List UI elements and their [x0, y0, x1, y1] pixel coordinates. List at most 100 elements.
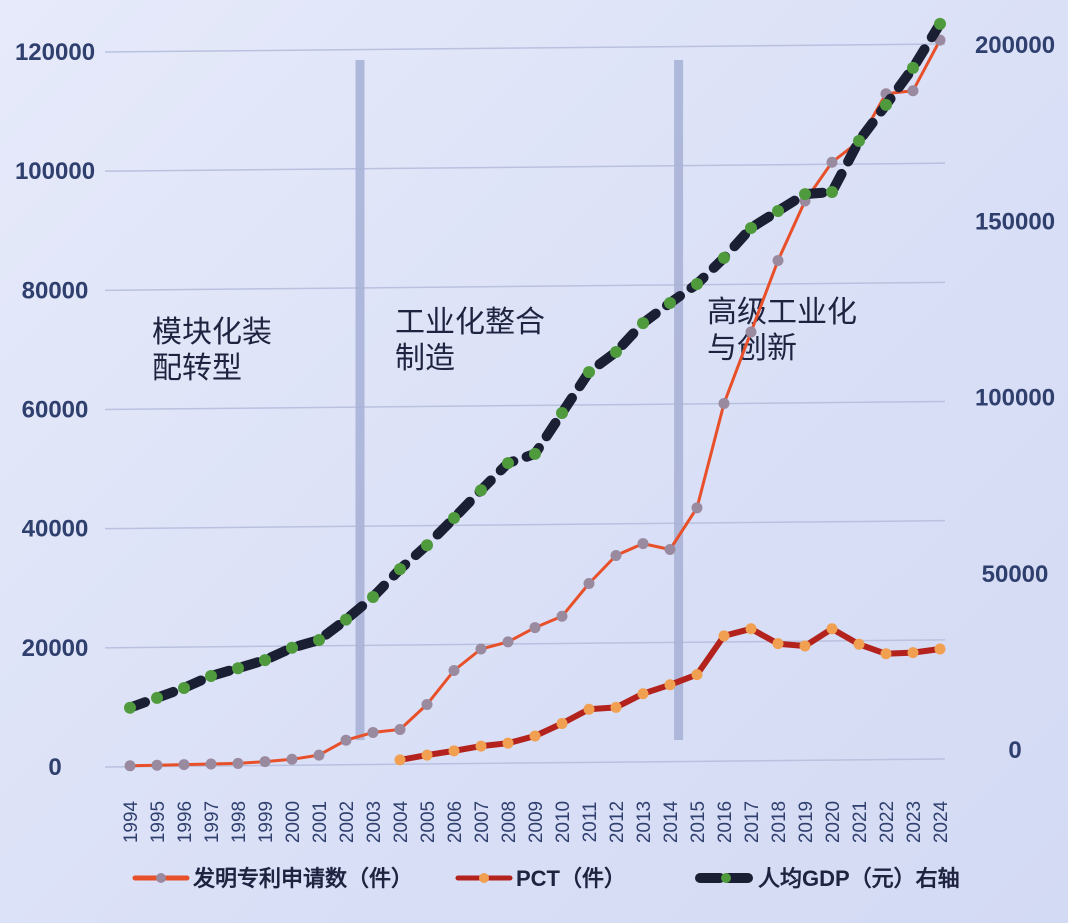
x-tick-label: 2001	[310, 801, 331, 843]
data-point	[853, 134, 865, 147]
x-tick-label: 1994	[121, 800, 142, 843]
data-point	[934, 17, 946, 30]
x-tick-label: 2024	[931, 800, 952, 843]
data-point	[529, 447, 541, 460]
legend-marker	[156, 873, 166, 883]
right-tick-label: 200000	[975, 32, 1055, 59]
x-tick-label: 2003	[364, 801, 385, 843]
legend-label: 发明专利申请数（件）	[192, 866, 413, 891]
phase-annotation: 配转型	[152, 352, 242, 385]
legend-item: PCT（件）	[455, 866, 626, 891]
data-point	[556, 610, 568, 622]
data-point	[772, 638, 784, 650]
left-tick-label: 60000	[22, 397, 89, 424]
data-point	[259, 654, 271, 667]
data-point	[367, 726, 379, 738]
data-point	[718, 398, 730, 410]
data-point	[907, 61, 919, 74]
x-tick-label: 2002	[337, 801, 358, 843]
data-point	[340, 613, 352, 626]
data-point	[151, 759, 163, 771]
data-point	[826, 185, 838, 198]
x-tick-label: 2015	[688, 801, 709, 843]
data-point	[313, 749, 325, 761]
data-point	[556, 718, 568, 730]
data-point	[745, 326, 757, 338]
phase-annotation: 工业化整合	[395, 306, 545, 339]
x-tick-label: 1995	[148, 801, 169, 843]
data-point	[259, 756, 271, 768]
data-point	[583, 577, 595, 589]
data-point	[691, 502, 703, 514]
data-point	[745, 623, 757, 635]
right-tick-label: 50000	[982, 561, 1049, 588]
x-tick-label: 2005	[418, 801, 439, 843]
left-tick-label: 100000	[15, 158, 95, 185]
x-tick-label: 2004	[391, 800, 412, 843]
data-point	[421, 749, 433, 761]
gridline	[104, 400, 946, 411]
data-point	[475, 484, 487, 497]
data-point	[826, 156, 838, 168]
x-tick-label: 2010	[553, 801, 574, 843]
data-point	[664, 544, 676, 556]
left-tick-label: 120000	[15, 39, 95, 66]
left-tick-label: 40000	[22, 516, 89, 543]
data-point	[556, 407, 568, 420]
data-point	[394, 723, 406, 735]
legend-item: 发明专利申请数（件）	[132, 866, 413, 891]
x-tick-label: 2022	[877, 801, 898, 843]
data-point	[718, 251, 730, 264]
data-point	[664, 679, 676, 691]
x-tick-label: 2018	[769, 801, 790, 843]
data-point	[394, 563, 406, 576]
data-point	[907, 85, 919, 97]
legend-marker	[721, 873, 731, 883]
data-point	[205, 669, 217, 682]
data-point	[907, 647, 919, 659]
x-tick-label: 1996	[175, 801, 196, 843]
data-point	[691, 669, 703, 681]
data-point	[448, 512, 460, 525]
x-tick-label: 2000	[283, 801, 304, 843]
data-point	[502, 636, 514, 648]
data-point	[502, 457, 514, 470]
x-tick-label: 2006	[445, 801, 466, 843]
x-tick-label: 2012	[607, 801, 628, 843]
data-point	[853, 638, 865, 650]
data-point	[610, 549, 622, 561]
data-point	[178, 681, 190, 694]
x-tick-label: 2017	[742, 801, 763, 843]
x-tick-label: 1998	[229, 801, 250, 843]
data-point	[583, 366, 595, 379]
legend-marker	[479, 873, 489, 883]
x-tick-label: 2016	[715, 801, 736, 843]
data-point	[367, 591, 379, 604]
data-point	[178, 759, 190, 771]
phase-annotation: 高级工业化	[707, 296, 857, 329]
left-tick-label: 20000	[22, 635, 89, 662]
right-tick-label: 150000	[975, 208, 1055, 235]
data-point	[421, 539, 433, 552]
phase-annotation: 模块化装	[152, 316, 272, 349]
x-tick-label: 2019	[796, 801, 817, 843]
data-point	[934, 643, 946, 655]
data-point	[583, 703, 595, 715]
x-tick-label: 2011	[580, 802, 601, 843]
data-point	[502, 737, 514, 749]
x-tick-label: 2020	[823, 801, 844, 843]
x-tick-label: 2013	[634, 801, 655, 843]
data-point	[610, 701, 622, 713]
phase-divider	[674, 60, 684, 740]
data-point	[394, 754, 406, 766]
data-point	[637, 317, 649, 330]
data-point	[826, 623, 838, 635]
gridline	[104, 639, 946, 649]
left-tick-label: 0	[48, 754, 61, 781]
series-line	[125, 18, 945, 713]
data-point	[232, 757, 244, 769]
data-point	[448, 664, 460, 676]
legend-label: PCT（件）	[516, 866, 626, 891]
phase-annotation: 与创新	[707, 332, 797, 365]
